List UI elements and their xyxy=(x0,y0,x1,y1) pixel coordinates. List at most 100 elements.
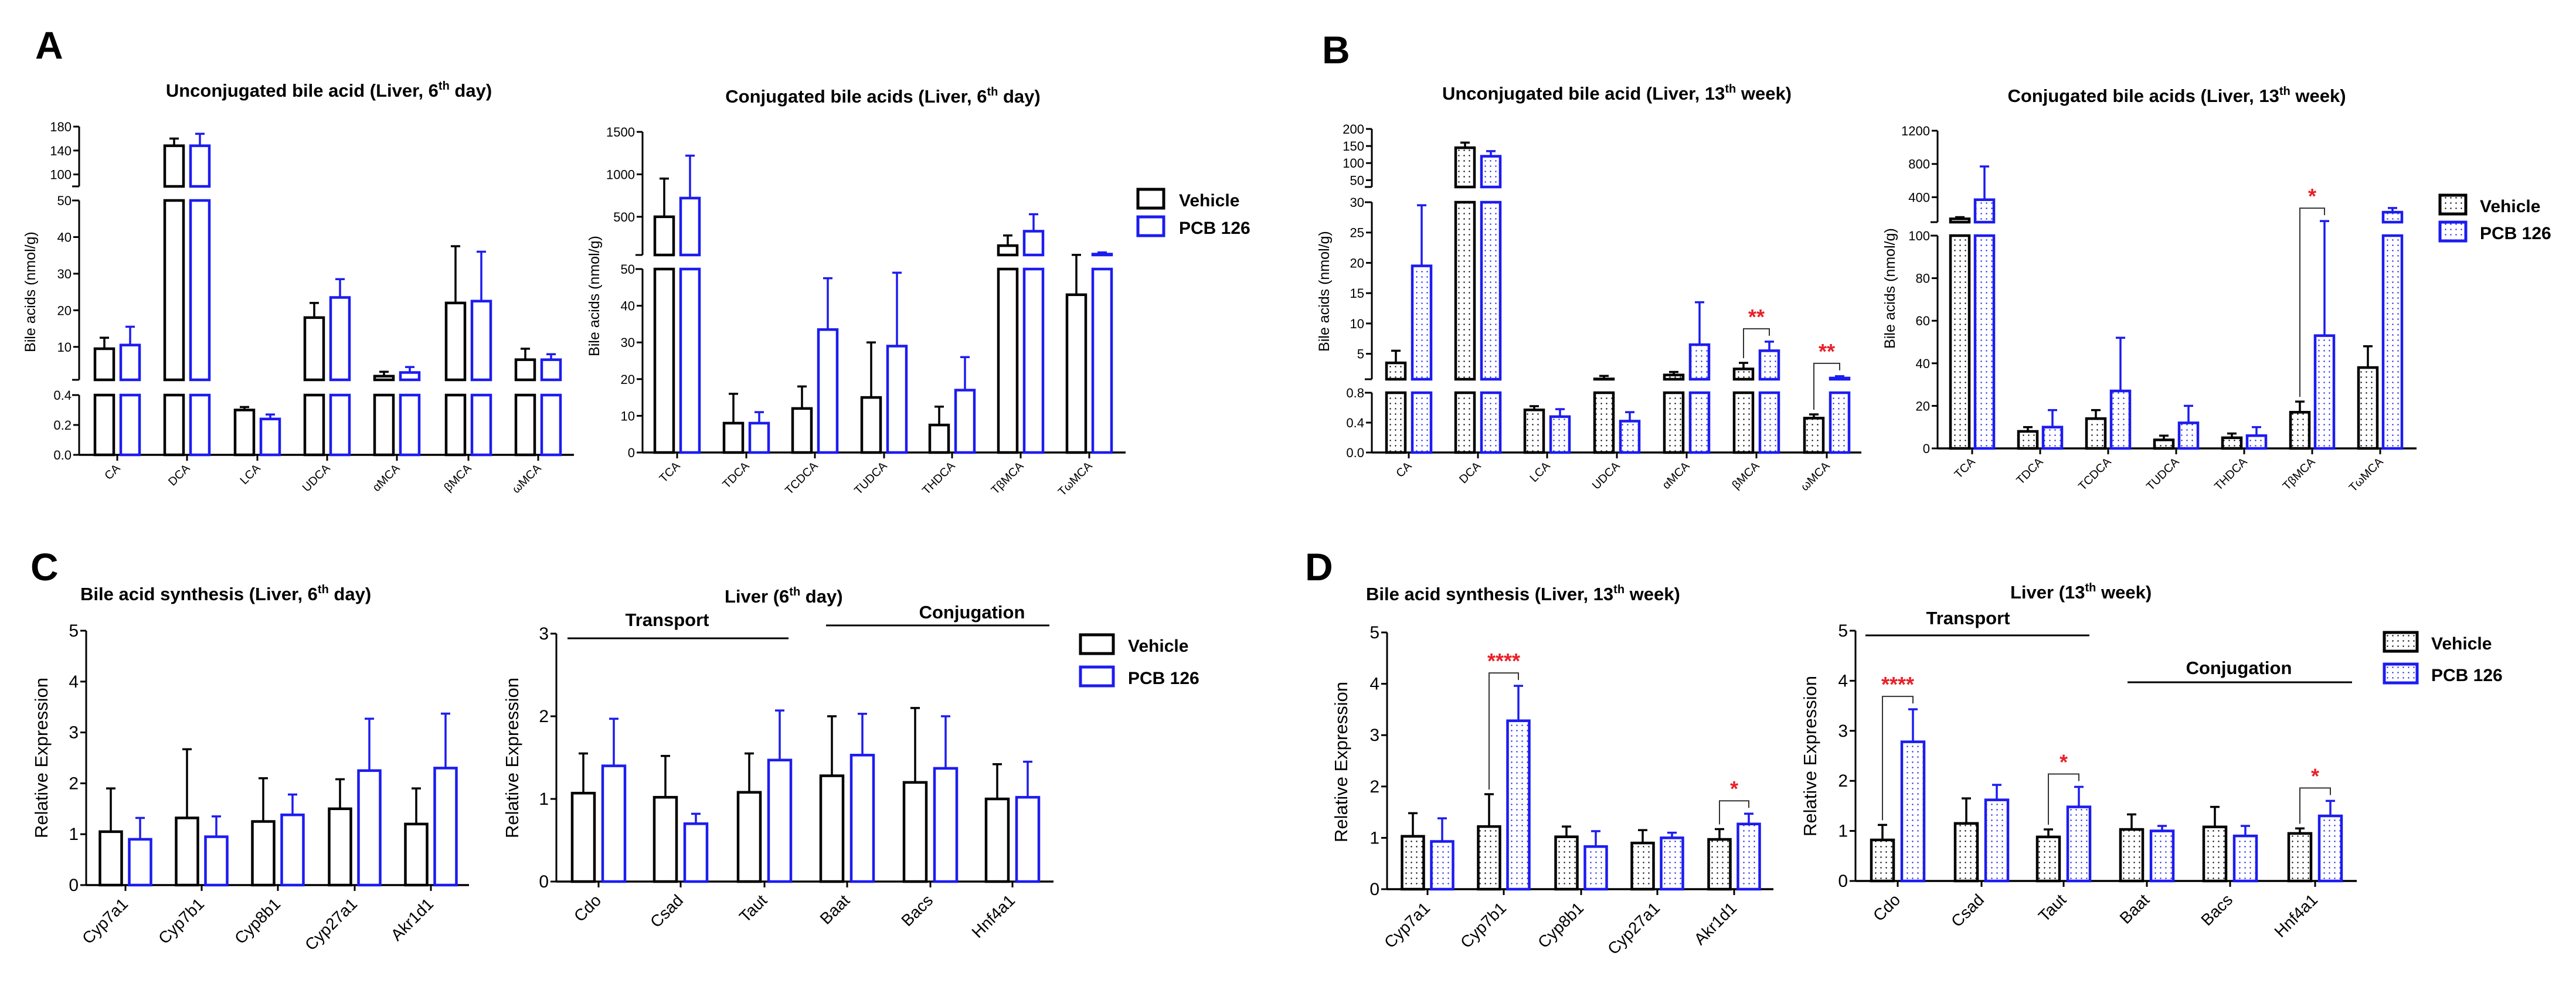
y-tick-label: 40 xyxy=(621,299,635,314)
x-tick-label: TCDCA xyxy=(783,460,821,498)
y-axis-label: Bile acids (nmol/g) xyxy=(1882,228,1898,349)
bar-pcb126 xyxy=(1619,420,1641,454)
title-superscript: th xyxy=(318,583,329,596)
panel-letter-a: A xyxy=(35,23,63,67)
bar-pcb126 xyxy=(329,393,351,457)
bar-vehicle xyxy=(251,820,276,887)
bar-pcb126 xyxy=(2109,389,2132,450)
x-tick-label: Cyp7b1 xyxy=(155,894,208,947)
bar-vehicle xyxy=(570,791,596,883)
bar-vehicle xyxy=(514,393,536,457)
bar-pcb126 xyxy=(849,754,875,883)
bar-vehicle xyxy=(1663,373,1685,381)
y-tick-label: 1 xyxy=(1838,822,1848,841)
bar-pcb126 xyxy=(1411,264,1433,381)
bar-pcb126 xyxy=(1973,234,1996,450)
bar-vehicle xyxy=(233,409,256,457)
bar-pcb126 xyxy=(1411,391,1433,454)
y-tick-label: 80 xyxy=(1916,271,1930,286)
y-tick-label: 1 xyxy=(539,790,549,809)
y-tick-label: 5 xyxy=(1369,623,1379,642)
y-tick-label: 400 xyxy=(1908,190,1930,205)
bar-pcb126 xyxy=(1758,349,1780,381)
title-superscript: th xyxy=(1613,583,1625,596)
bar-pcb126 xyxy=(2149,829,2175,883)
y-tick-label: 140 xyxy=(50,144,72,158)
x-tick-label: Hnf4a1 xyxy=(968,891,1018,941)
bar-vehicle xyxy=(444,301,467,382)
bar-vehicle xyxy=(2287,832,2313,883)
bar-vehicle xyxy=(2035,835,2061,883)
bar-pcb126 xyxy=(1091,253,1113,257)
bar-vehicle xyxy=(819,774,845,883)
y-axis-label: Bile acids (nmol/g) xyxy=(22,232,39,352)
x-tick-label: Cyp27a1 xyxy=(1604,899,1663,958)
bar-pcb126 xyxy=(1688,343,1711,381)
y-tick-label: 0 xyxy=(69,876,79,895)
significance-bracket xyxy=(2299,787,2331,824)
bar-pcb126 xyxy=(433,767,458,887)
chart-d2: Liver (13th week) Relative Expression 0 1 2 3… xyxy=(1800,581,2503,941)
x-tick-label: ωMCA xyxy=(1799,460,1833,494)
x-tick-label: TCA xyxy=(1952,455,1978,481)
y-axis-label: Bile acids (nmol/g) xyxy=(1316,231,1333,352)
y-tick-label: 30 xyxy=(621,335,635,350)
title-text: Bile acid synthesis (Liver, 13 xyxy=(1366,584,1613,604)
x-tick-label: TCA xyxy=(657,460,683,485)
bar-pcb126 xyxy=(1829,376,1851,381)
y-tick-label: 5 xyxy=(1357,347,1364,362)
x-tick-label: ωMCA xyxy=(510,462,544,496)
legend-label: Vehicle xyxy=(2480,197,2540,216)
bar-pcb126 xyxy=(189,393,211,457)
x-tick-label: LCA xyxy=(237,462,263,488)
bar-pcb126 xyxy=(470,300,492,382)
bar-pcb126 xyxy=(259,417,281,457)
title-superscript: th xyxy=(2279,85,2290,98)
bar-pcb126 xyxy=(1480,200,1502,381)
significance-bracket xyxy=(2048,773,2079,825)
y-tick-label: 5 xyxy=(1838,621,1848,641)
y-axis-label: Relative Expression xyxy=(1800,676,1820,836)
y-tick-label: 60 xyxy=(1916,314,1930,328)
x-tick-label: Taut xyxy=(736,891,770,926)
x-tick-label: Akr1d1 xyxy=(1691,899,1741,948)
x-tick-label: TDCA xyxy=(720,460,752,492)
bar-pcb126 xyxy=(128,838,152,887)
bar-vehicle xyxy=(514,358,536,382)
bar-vehicle xyxy=(373,375,395,382)
chart-title: Unconjugated bile acid (Liver, 13th week… xyxy=(1442,83,1792,104)
title-superscript: th xyxy=(987,86,998,98)
y-tick-label: 0 xyxy=(628,445,635,460)
chart-c1: Bile acid synthesis (Liver, 6th day) Rela… xyxy=(31,583,469,954)
legend-label: Vehicle xyxy=(1128,637,1188,656)
bar-pcb126 xyxy=(2317,814,2343,883)
bar-pcb126 xyxy=(679,267,701,454)
bar-vehicle xyxy=(791,407,813,454)
bar-vehicle xyxy=(1454,200,1476,381)
bar-vehicle xyxy=(2202,825,2228,883)
y-tick-label: 1000 xyxy=(606,167,635,182)
bar-vehicle xyxy=(1953,822,1979,883)
bar-pcb126 xyxy=(204,835,229,887)
bar-pcb126 xyxy=(1758,391,1780,454)
bar-vehicle xyxy=(1593,391,1615,454)
bar-pcb126 xyxy=(1430,840,1454,891)
x-tick-label: Cyp8b1 xyxy=(231,894,284,947)
x-tick-label: LCA xyxy=(1527,460,1553,485)
bar-pcb126 xyxy=(189,199,211,382)
bar-pcb126 xyxy=(1973,198,1996,224)
bar-vehicle xyxy=(1477,825,1501,891)
panel-letter-d: D xyxy=(1305,545,1333,588)
group-label-transport: Transport xyxy=(626,610,709,630)
title-text: Bile acid synthesis (Liver, 6 xyxy=(80,584,318,604)
y-axis-label: Relative Expression xyxy=(1331,682,1351,842)
bar-pcb126 xyxy=(540,358,562,382)
bar-vehicle xyxy=(902,781,928,883)
chart-title: Conjugated bile acids (Liver, 13th week) xyxy=(2007,85,2346,106)
bar-vehicle xyxy=(653,795,678,883)
y-tick-label: 30 xyxy=(1350,195,1364,210)
x-tick-label: TDCA xyxy=(2014,455,2046,488)
bar-pcb126 xyxy=(933,767,959,883)
y-tick-label: 2 xyxy=(69,774,79,793)
